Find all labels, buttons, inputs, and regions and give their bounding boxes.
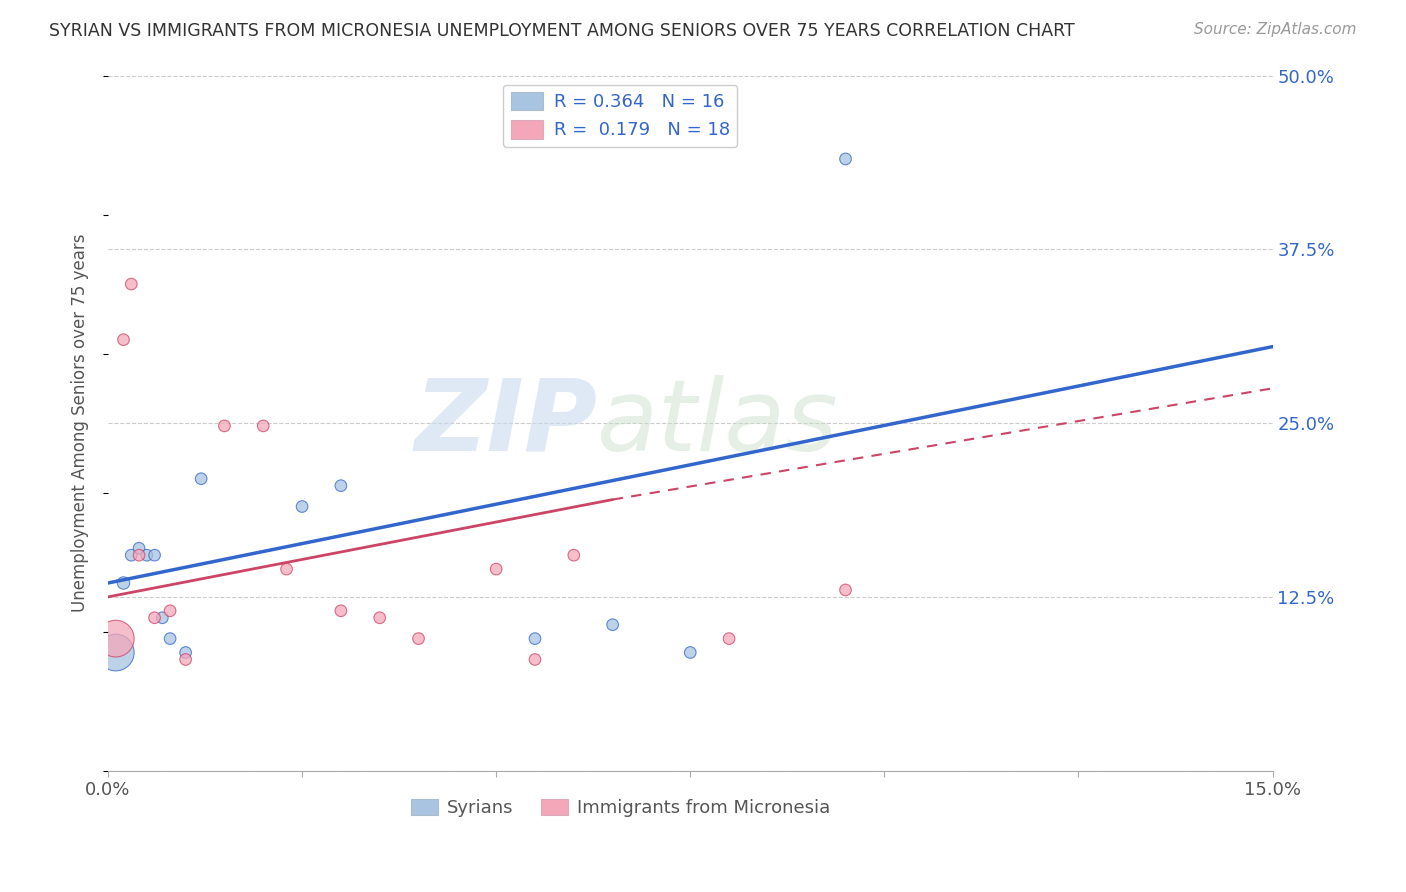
Point xyxy=(120,548,142,562)
Point xyxy=(276,562,298,576)
Y-axis label: Unemployment Among Seniors over 75 years: Unemployment Among Seniors over 75 years xyxy=(72,234,89,612)
Legend: Syrians, Immigrants from Micronesia: Syrians, Immigrants from Micronesia xyxy=(404,791,837,824)
Point xyxy=(834,582,856,597)
Point xyxy=(143,611,166,625)
Point xyxy=(104,646,127,660)
Point xyxy=(602,617,624,632)
Point xyxy=(329,604,352,618)
Point xyxy=(214,418,236,433)
Point xyxy=(120,277,142,291)
Point xyxy=(135,548,157,562)
Text: ZIP: ZIP xyxy=(415,375,598,472)
Point xyxy=(252,418,274,433)
Point xyxy=(329,478,352,492)
Point xyxy=(128,548,150,562)
Point xyxy=(524,632,547,646)
Point xyxy=(112,333,135,347)
Point xyxy=(408,632,430,646)
Point xyxy=(143,548,166,562)
Point xyxy=(524,652,547,666)
Point xyxy=(834,152,856,166)
Point xyxy=(291,500,314,514)
Point xyxy=(150,611,173,625)
Point xyxy=(190,472,212,486)
Point xyxy=(718,632,741,646)
Point xyxy=(679,646,702,660)
Point xyxy=(562,548,585,562)
Point xyxy=(174,652,197,666)
Text: atlas: atlas xyxy=(598,375,839,472)
Point xyxy=(128,541,150,556)
Point xyxy=(159,604,181,618)
Point xyxy=(112,576,135,591)
Point xyxy=(174,646,197,660)
Point xyxy=(485,562,508,576)
Text: SYRIAN VS IMMIGRANTS FROM MICRONESIA UNEMPLOYMENT AMONG SENIORS OVER 75 YEARS CO: SYRIAN VS IMMIGRANTS FROM MICRONESIA UNE… xyxy=(49,22,1076,40)
Point xyxy=(368,611,391,625)
Text: Source: ZipAtlas.com: Source: ZipAtlas.com xyxy=(1194,22,1357,37)
Point xyxy=(159,632,181,646)
Point xyxy=(104,632,127,646)
